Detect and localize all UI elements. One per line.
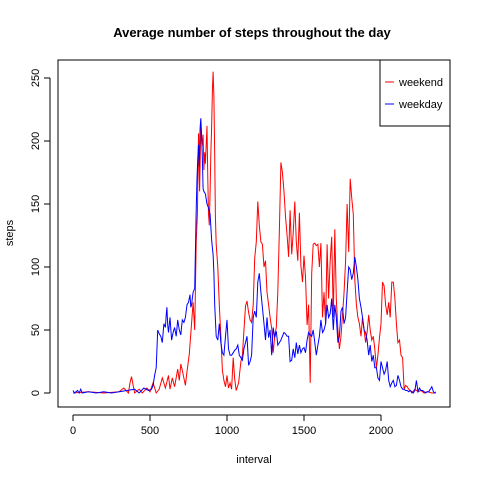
y-axis: 0 50 100 150 200 250	[30, 69, 51, 396]
x-axis: 0 500 1000 1500 2000	[70, 414, 393, 437]
x-tick-label: 1000	[215, 425, 239, 437]
plot-area	[72, 71, 437, 395]
y-tick-label: 100	[30, 258, 42, 276]
legend: weekend weekday	[379, 59, 451, 127]
y-tick-label: 0	[30, 390, 42, 396]
series-line-weekday	[72, 118, 437, 395]
series-line-weekend	[72, 71, 436, 395]
plot-box	[57, 59, 451, 408]
x-tick-label: 0	[70, 425, 76, 437]
x-tick-label: 1500	[292, 425, 316, 437]
y-tick-label: 150	[30, 195, 42, 213]
legend-box	[379, 59, 451, 127]
y-axis-label: steps	[4, 219, 16, 246]
x-tick-label: 2000	[369, 425, 393, 437]
x-tick-label: 500	[141, 425, 159, 437]
y-tick-label: 200	[30, 132, 42, 150]
y-tick-label: 250	[30, 69, 42, 87]
legend-label-weekend: weekend	[398, 77, 443, 89]
chart-title: Average number of steps throughout the d…	[113, 25, 391, 40]
x-axis-label: interval	[236, 454, 271, 466]
y-tick-label: 50	[30, 324, 42, 336]
legend-label-weekday: weekday	[398, 99, 443, 111]
